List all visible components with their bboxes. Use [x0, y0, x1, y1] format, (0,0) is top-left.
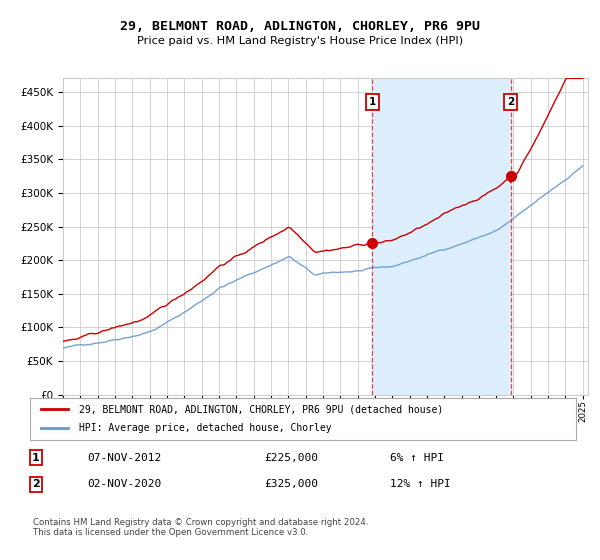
Bar: [372, 78, 511, 395]
Text: 1: 1: [32, 452, 40, 463]
Text: Contains HM Land Registry data © Crown copyright and database right 2024.
This d: Contains HM Land Registry data © Crown c…: [33, 518, 368, 538]
Text: 29, BELMONT ROAD, ADLINGTON, CHORLEY, PR6 9PU (detached house): 29, BELMONT ROAD, ADLINGTON, CHORLEY, PR…: [79, 404, 443, 414]
Text: Price paid vs. HM Land Registry's House Price Index (HPI): Price paid vs. HM Land Registry's House …: [137, 36, 463, 46]
Text: £225,000: £225,000: [264, 452, 318, 463]
Text: 2: 2: [32, 479, 40, 489]
Text: 29, BELMONT ROAD, ADLINGTON, CHORLEY, PR6 9PU: 29, BELMONT ROAD, ADLINGTON, CHORLEY, PR…: [120, 20, 480, 32]
Text: 6% ↑ HPI: 6% ↑ HPI: [390, 452, 444, 463]
Text: 12% ↑ HPI: 12% ↑ HPI: [390, 479, 451, 489]
Text: HPI: Average price, detached house, Chorley: HPI: Average price, detached house, Chor…: [79, 423, 332, 433]
Text: 07-NOV-2012: 07-NOV-2012: [87, 452, 161, 463]
Text: 2: 2: [507, 97, 514, 107]
Text: 02-NOV-2020: 02-NOV-2020: [87, 479, 161, 489]
Text: £325,000: £325,000: [264, 479, 318, 489]
Text: 1: 1: [368, 97, 376, 107]
